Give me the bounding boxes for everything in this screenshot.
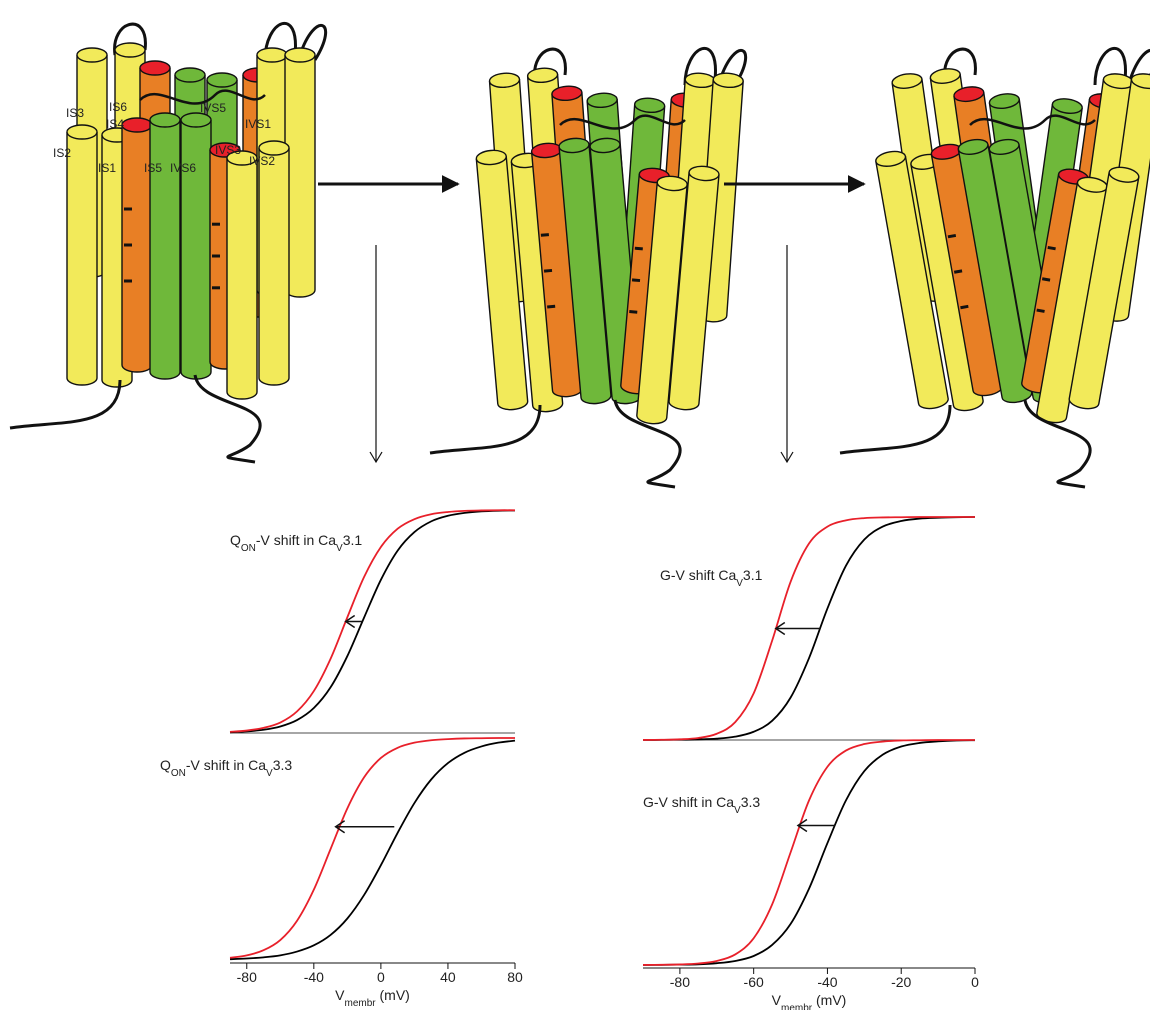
charge bbox=[635, 248, 643, 249]
helix-label: IVS2 bbox=[249, 154, 275, 168]
helix bbox=[150, 113, 180, 379]
curve bbox=[643, 740, 975, 965]
helix-label: IS3 bbox=[66, 106, 84, 120]
curve bbox=[230, 741, 515, 960]
helix bbox=[67, 125, 97, 385]
x-axis-label: Vmembr (mV) bbox=[772, 992, 847, 1010]
helix-cap bbox=[175, 68, 205, 82]
x-tick-label: -40 bbox=[817, 974, 837, 990]
x-tick-label: -80 bbox=[237, 969, 257, 985]
x-axis-label-part: (mV) bbox=[812, 992, 846, 1008]
helix-label: IVS1 bbox=[245, 117, 271, 131]
chart-title-part: 3.1 bbox=[343, 532, 363, 548]
figure: IS3IS6IS4IVS5IVS1IS2IS1IS5IVS6IVS3IVS2QO… bbox=[0, 0, 1150, 1010]
helix-label: IS4 bbox=[106, 117, 124, 131]
helix-label: IS5 bbox=[144, 161, 162, 175]
helix-cap bbox=[115, 43, 145, 57]
helix-label: IS1 bbox=[98, 161, 116, 175]
helix-cap bbox=[122, 118, 152, 132]
chart-title: G-V shift CaV3.1 bbox=[660, 567, 763, 589]
helix-cap bbox=[77, 48, 107, 62]
helix-label: IVS6 bbox=[170, 161, 196, 175]
chart-title-part: 3.3 bbox=[273, 757, 293, 773]
chart-title-part: 3.3 bbox=[741, 794, 761, 810]
charge bbox=[632, 280, 640, 281]
chart-title: G-V shift in CaV3.3 bbox=[643, 794, 760, 816]
tail bbox=[10, 375, 260, 462]
charge bbox=[629, 312, 637, 313]
helix-label: IVS5 bbox=[200, 101, 226, 115]
charge bbox=[541, 235, 549, 236]
helix-body bbox=[150, 120, 180, 379]
chart-title-part: G-V shift in Ca bbox=[643, 794, 734, 810]
charge bbox=[960, 306, 968, 307]
helix-body bbox=[227, 158, 257, 399]
helix-body bbox=[259, 148, 289, 385]
x-tick-label: -20 bbox=[891, 974, 911, 990]
chart-title-part: -V shift in Ca bbox=[186, 757, 266, 773]
chart-title-part: Q bbox=[160, 757, 171, 773]
channel bbox=[10, 23, 326, 462]
charge bbox=[1042, 279, 1050, 280]
chart-title: QON-V shift in CaV3.1 bbox=[230, 532, 362, 554]
helix-label: IVS3 bbox=[215, 143, 241, 157]
helix-label: IS2 bbox=[53, 146, 71, 160]
x-tick-label: 40 bbox=[440, 969, 456, 985]
x-axis-label: Vmembr (mV) bbox=[335, 987, 410, 1009]
x-tick-label: 0 bbox=[377, 969, 385, 985]
x-tick-label: -60 bbox=[744, 974, 764, 990]
helix-cap bbox=[285, 48, 315, 62]
chart-title-part: ON bbox=[241, 543, 256, 554]
charge bbox=[544, 270, 552, 271]
x-tick-label: 80 bbox=[507, 969, 523, 985]
charge bbox=[1037, 310, 1045, 311]
chart-title-part: ON bbox=[171, 768, 186, 779]
x-axis-label-part: membr bbox=[781, 1003, 813, 1010]
helix-cap bbox=[181, 113, 211, 127]
helix-body bbox=[67, 132, 97, 385]
helix-body bbox=[181, 120, 211, 379]
charge bbox=[547, 306, 555, 307]
channel bbox=[430, 48, 746, 487]
helix-cap bbox=[140, 61, 170, 75]
chart-title-part: 3.1 bbox=[743, 567, 763, 583]
x-tick-label: 0 bbox=[971, 974, 979, 990]
x-axis-label-part: (mV) bbox=[376, 987, 410, 1003]
charge bbox=[948, 235, 956, 236]
helix-cap bbox=[150, 113, 180, 127]
helix bbox=[227, 151, 257, 399]
curve bbox=[643, 740, 975, 965]
x-tick-label: -80 bbox=[670, 974, 690, 990]
x-axis-label-part: membr bbox=[345, 998, 377, 1009]
chart-title: QON-V shift in CaV3.3 bbox=[160, 757, 292, 779]
helix-label: IS6 bbox=[109, 100, 127, 114]
helix bbox=[259, 141, 289, 385]
helix-cap bbox=[259, 141, 289, 155]
charge bbox=[954, 271, 962, 272]
helix bbox=[122, 118, 152, 372]
chart-title-part: Q bbox=[230, 532, 241, 548]
helix bbox=[181, 113, 211, 379]
charge bbox=[1048, 247, 1056, 248]
channel-diagrams bbox=[10, 23, 1150, 487]
chart-title-part: -V shift in Ca bbox=[256, 532, 336, 548]
x-tick-label: -40 bbox=[304, 969, 324, 985]
chart-title-part: G-V shift Ca bbox=[660, 567, 736, 583]
helix-cap bbox=[257, 48, 287, 62]
channel bbox=[840, 48, 1150, 487]
helix-cap bbox=[67, 125, 97, 139]
helix-cap bbox=[207, 73, 237, 87]
